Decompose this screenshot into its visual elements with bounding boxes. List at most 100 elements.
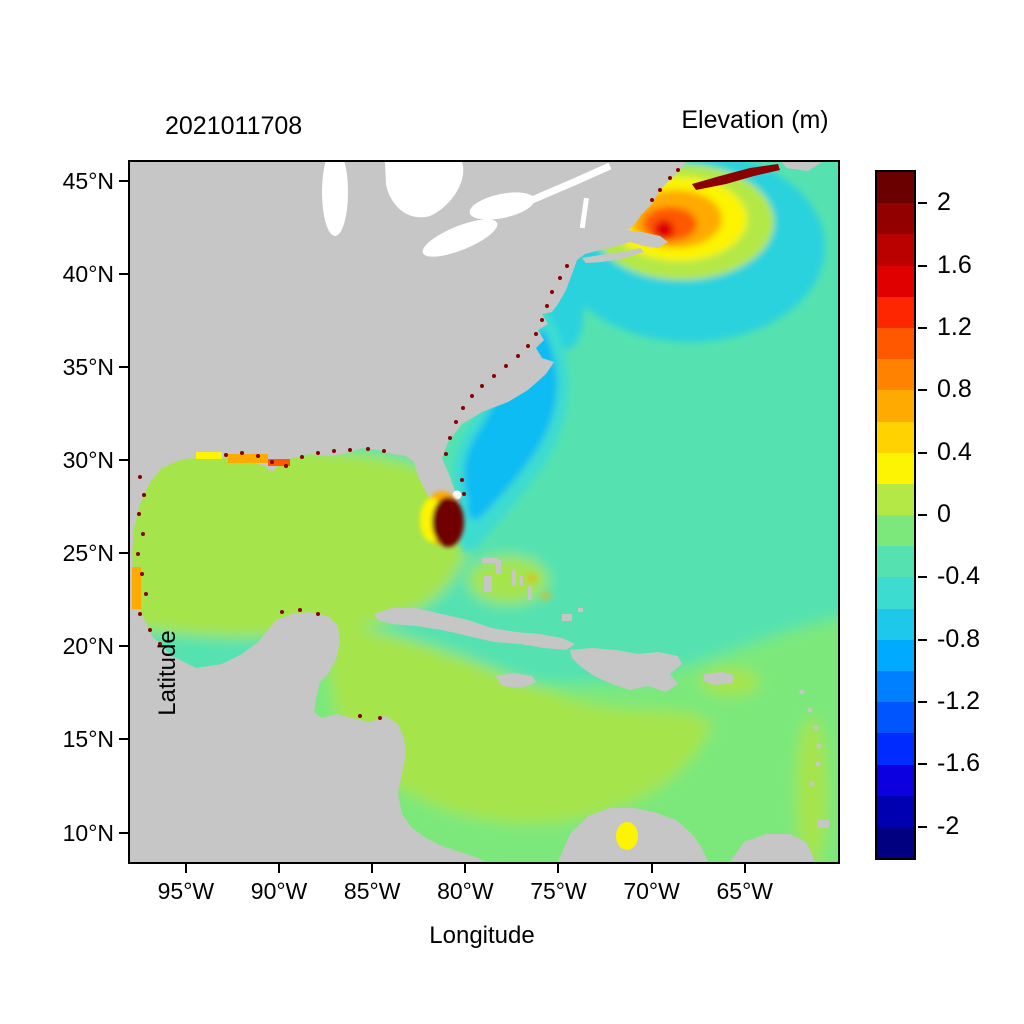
colorbar-tick-label: -2 [937, 811, 960, 840]
x-tick-label: 65°W [716, 878, 773, 904]
lake-huron [385, 162, 464, 218]
north-america-landmass [130, 162, 686, 862]
lesser-antilles-islands [799, 689, 829, 828]
colorbar-cell [877, 702, 914, 734]
x-tick-mark [743, 864, 746, 873]
y-tick-mark [119, 645, 128, 648]
colorbar-tick-mark [918, 389, 927, 392]
coastal-warm-patches [132, 452, 290, 609]
x-axis-title: Longitude [429, 922, 535, 949]
cuba [374, 608, 575, 650]
colorbar-tick-mark [918, 264, 927, 267]
colorbar-cell [877, 515, 914, 547]
trinidad [818, 820, 829, 828]
louisiana-red-patch [268, 459, 290, 466]
x-tick-label: 85°W [343, 878, 401, 904]
colorbar-cell [877, 452, 914, 484]
lake-ontario [469, 192, 535, 220]
long-island [582, 248, 644, 263]
y-tick-mark [119, 459, 128, 462]
jamaica [496, 673, 536, 688]
y-tick-label: 35°N [62, 353, 114, 380]
coastal-speckles-layer [136, 164, 780, 720]
y-tick-label: 25°N [62, 540, 114, 567]
colorbar-cell [877, 671, 914, 703]
colorbar-cells [877, 172, 914, 859]
x-tick-mark [464, 864, 467, 873]
colorbar-cell [877, 764, 914, 796]
y-tick-mark [119, 738, 128, 741]
colorbar-tick-label: -1.2 [937, 687, 981, 716]
bahamas-islands [482, 558, 583, 621]
colorbar-cell [877, 608, 914, 640]
x-tick-mark [557, 864, 560, 873]
colorbar-cell [877, 421, 914, 453]
y-tick-mark [119, 272, 128, 275]
x-tick-label: 95°W [157, 878, 215, 904]
gulf-of-mexico-field [130, 445, 469, 638]
lakes-layer [322, 162, 612, 500]
colorbar-cell [877, 577, 914, 609]
y-tick-label: 45°N [62, 167, 114, 194]
colorbar-tick-mark [918, 202, 927, 205]
colorbar-cell [877, 296, 914, 328]
colorbar-cell [877, 265, 914, 297]
florida-surge-layer [420, 491, 464, 547]
elevation-map-canvas [130, 162, 838, 862]
caribbean-field [320, 622, 712, 824]
colorbar-tick-label: -1.6 [937, 749, 981, 778]
colorbar-tick-label: 0 [937, 500, 951, 528]
x-tick-mark [650, 864, 653, 873]
colorbar-tick-mark [918, 825, 927, 828]
lake-michigan [322, 162, 348, 236]
bahama-orange-dot-2 [542, 593, 550, 599]
colorbar-cell [877, 826, 914, 859]
map-plot-area: 95°W 90°W 85°W 80°W 75°W 70°W 65°W 45°N 40°N 35°… [63, 160, 840, 904]
surge-core-red [654, 220, 674, 240]
colorbar-tick-label: 0.8 [937, 375, 972, 404]
colorbar-tick-mark [918, 763, 927, 766]
florida-darkred-core [432, 497, 464, 547]
colorbar-cell [877, 546, 914, 578]
colorbar-tick-label: 1.6 [937, 250, 972, 279]
y-tick-mark [119, 552, 128, 555]
y-tick-label: 40°N [62, 260, 114, 287]
x-tick-mark [371, 864, 374, 873]
colorbar-tick-mark [918, 451, 927, 454]
colorbar-tick-label: 1.2 [937, 312, 972, 341]
bahama-bank-patch [468, 556, 548, 604]
x-tick-label: 70°W [623, 878, 680, 904]
colorbar-tick-label: 2 [937, 188, 951, 217]
x-tick-mark [278, 864, 281, 873]
louisiana-orange-patch [228, 454, 268, 463]
colorbar-cell [877, 795, 914, 827]
colorbar: 2 1.6 1.2 0.8 0.4 0 -0.4 -0.8 -1.2 -1.6 -2 [875, 170, 980, 860]
colorbar-tick-mark [918, 701, 927, 704]
x-tick-label: 80°W [437, 878, 494, 904]
colorbar-cell [877, 733, 914, 765]
venezuela-east [730, 834, 814, 862]
y-tick-mark [119, 831, 128, 834]
colorbar-tick-mark [918, 514, 927, 516]
land-layer [130, 162, 829, 862]
colorbar-cell [877, 390, 914, 422]
colorbar-cell [877, 483, 914, 516]
mexico-coast-orange-patch [132, 567, 141, 609]
y-tick-label: 30°N [62, 447, 114, 474]
y-tick-label: 20°N [62, 633, 114, 660]
x-tick-label: 90°W [250, 878, 308, 904]
hispaniola [570, 648, 682, 692]
colorbar-cell [877, 639, 914, 671]
y-tick-label: 15°N [62, 726, 114, 753]
x-tick-mark [184, 864, 187, 873]
y-axis-title: Latitude [154, 630, 181, 716]
colorbar-tick-mark [918, 326, 927, 329]
nova-scotia [782, 162, 822, 171]
bahama-orange-dot-1 [528, 575, 536, 581]
y-tick-label: 10°N [62, 819, 114, 846]
colorbar-cell [877, 203, 914, 235]
y-tick-mark [119, 179, 128, 182]
x-tick-label: 75°W [530, 878, 587, 904]
colorbar-tick-label: 0.4 [937, 437, 972, 466]
